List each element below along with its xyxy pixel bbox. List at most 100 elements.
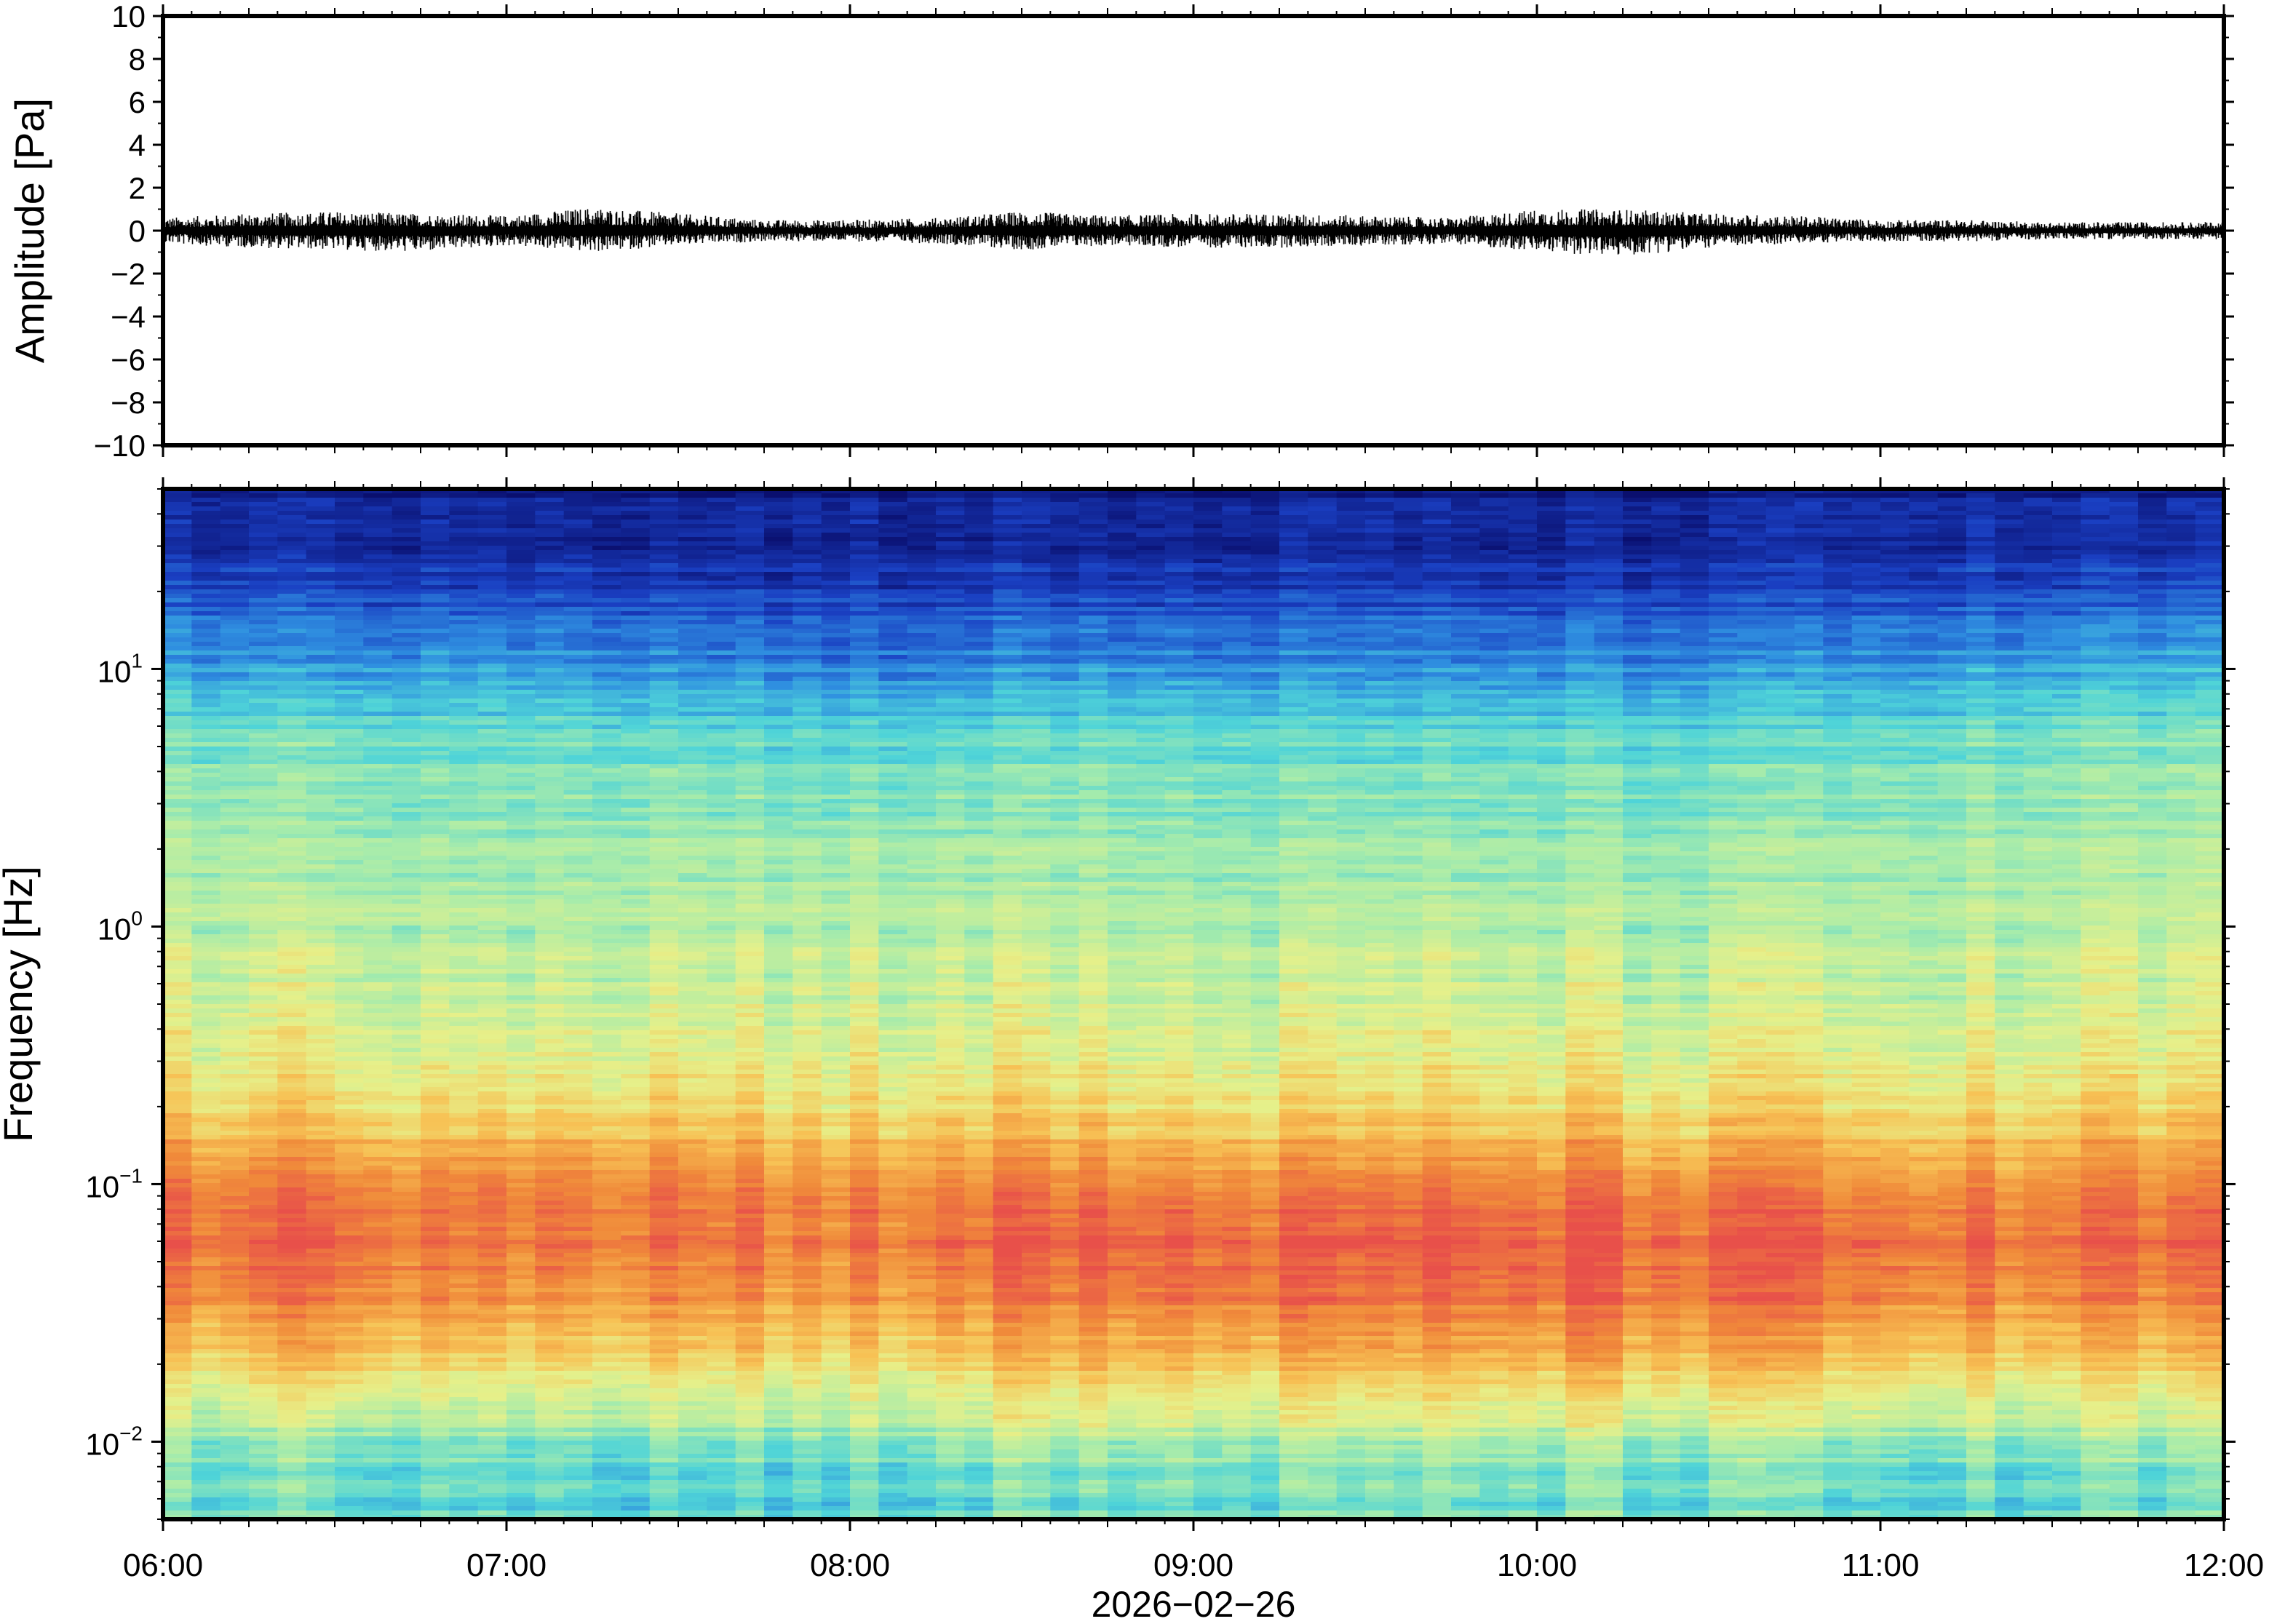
spectrogram-cell: [907, 664, 937, 669]
spectrogram-cell: [2138, 729, 2167, 734]
spectrogram-cell: [1250, 585, 1280, 590]
spectrogram-cell: [1451, 506, 1480, 512]
spectrogram-cell: [1995, 764, 2024, 769]
spectrogram-cell: [1394, 585, 1423, 590]
spectrogram-cell: [907, 712, 937, 717]
spectrogram-cell: [392, 541, 421, 546]
spectrogram-cell: [1594, 764, 1624, 769]
spectrogram-cell: [1479, 576, 1509, 581]
spectrogram-cell: [1623, 703, 1652, 708]
spectrogram-cell: [678, 589, 707, 594]
spectrogram-cell: [1651, 712, 1681, 717]
spectrogram-cell: [2081, 624, 2110, 629]
spectrogram-cell: [821, 581, 851, 586]
spectrogram-cell: [1108, 755, 1137, 760]
spectrogram-cell: [363, 768, 393, 773]
spectrogram-cell: [1451, 550, 1480, 555]
spectrogram-cell: [191, 611, 221, 616]
spectrogram-cell: [1651, 716, 1681, 721]
spectrogram-cell: [335, 755, 364, 760]
spectrogram-cell: [2166, 498, 2196, 503]
spectrogram-cell: [1937, 524, 1967, 529]
spectrogram-cell: [277, 747, 307, 752]
spectrogram-cell: [1565, 712, 1595, 717]
spectrogram-cell: [2052, 506, 2081, 512]
spectrogram-cell: [1022, 489, 1051, 494]
spectrogram-cell: [621, 637, 651, 642]
spectrogram-cell: [936, 546, 965, 551]
spectrogram-cell: [449, 559, 479, 564]
spectrogram-cell: [2081, 524, 2110, 529]
spectrogram-cell: [936, 707, 965, 712]
spectrogram-cell: [1765, 690, 1795, 695]
spectrogram-cell: [249, 773, 278, 778]
spectrogram-cell: [1823, 594, 1853, 599]
spectrogram-cell: [1565, 637, 1595, 642]
spectrogram-cell: [220, 611, 250, 616]
spectrogram-cell: [1880, 624, 1910, 629]
spectrogram-cell: [249, 537, 278, 542]
spectrogram-cell: [792, 712, 822, 717]
spectrogram-cell: [1136, 633, 1166, 638]
spectrogram-cell: [191, 533, 221, 538]
spectrogram-cell: [1193, 664, 1223, 669]
spectrogram-cell: [220, 760, 250, 765]
spectrogram-cell: [2023, 594, 2053, 599]
spectrogram-cell: [277, 537, 307, 542]
spectrogram-cell: [2023, 524, 2053, 529]
spectrogram-cell: [1108, 598, 1137, 603]
spectrogram-cell: [1851, 685, 1881, 690]
spectrogram-cell: [735, 559, 765, 564]
spectrogram-cell: [1594, 773, 1624, 778]
spectrogram-cell: [1995, 541, 2024, 546]
spectrogram-cell: [1422, 533, 1452, 538]
spectrogram-cell: [563, 620, 593, 625]
spectrogram-cell: [792, 607, 822, 612]
spectrogram-cell: [764, 720, 793, 725]
spectrogram-cell: [306, 694, 335, 699]
spectrogram-cell: [1765, 720, 1795, 725]
spectrogram-cell: [1222, 602, 1252, 608]
spectrogram-cell: [850, 716, 879, 721]
spectrogram-cell: [1594, 668, 1624, 673]
spectrogram-cell: [1136, 773, 1166, 778]
spectrogram-cell: [735, 637, 765, 642]
spectrogram-cell: [1193, 685, 1223, 690]
spectrogram-cell: [220, 537, 250, 542]
spectrogram-cell: [1108, 537, 1137, 542]
spectrogram-cell: [850, 681, 879, 686]
spectrogram-cell: [850, 498, 879, 503]
spectrogram-cell: [2081, 506, 2110, 512]
spectrogram-cell: [2166, 524, 2196, 529]
spectrogram-cell: [2195, 537, 2224, 542]
spectrogram-cell: [1022, 747, 1051, 752]
spectrogram-cell: [2166, 707, 2196, 712]
spectrogram-cell: [592, 668, 621, 673]
spectrogram-cell: [1880, 589, 1910, 594]
spectrogram-cell: [1479, 672, 1509, 677]
spectrogram-cell: [1995, 524, 2024, 529]
spectrogram-cell: [1937, 581, 1967, 586]
spectrogram-cell: [163, 694, 192, 699]
spectrogram-cell: [678, 760, 707, 765]
spectrogram-cell: [792, 642, 822, 647]
spectrogram-cell: [392, 747, 421, 752]
spectrogram-cell: [1909, 690, 1939, 695]
spectrogram-cell: [1680, 738, 1709, 743]
spectrogram-cell: [1108, 576, 1137, 581]
spectrogram-cell: [993, 502, 1022, 507]
spectrogram-cell: [1078, 502, 1108, 507]
spectrogram-cell: [1422, 738, 1452, 743]
spectrogram-cell: [878, 659, 908, 664]
spectrogram-cell: [2195, 594, 2224, 599]
spectrogram-cell: [306, 598, 335, 603]
spectrogram-cell: [792, 598, 822, 603]
spectrogram-cell: [1508, 515, 1538, 520]
spectrogram-cell: [764, 620, 793, 625]
spectrogram-cell: [1680, 616, 1709, 621]
spectrogram-cell: [363, 659, 393, 664]
spectrogram-cell: [907, 546, 937, 551]
spectrogram-cell: [2109, 546, 2139, 551]
spectrogram-cell: [506, 703, 536, 708]
spectrogram-cell: [1537, 694, 1566, 699]
